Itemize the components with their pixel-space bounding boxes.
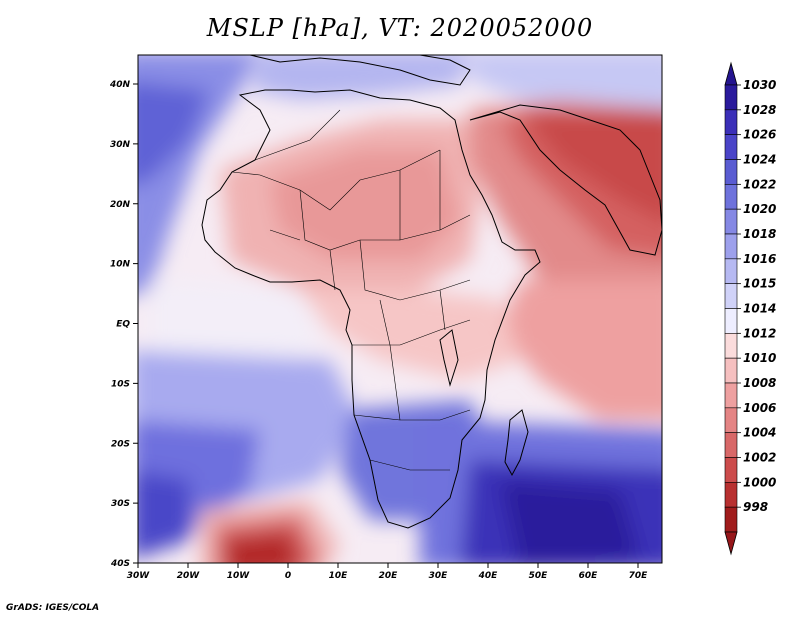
colorbar-arrow-top — [724, 61, 738, 86]
colorbar-label: 1010 — [743, 351, 776, 365]
map-title: MSLP [hPa], VT: 2020052000 — [206, 14, 594, 42]
colorbar-label: 1006 — [743, 401, 776, 415]
colorbar-swatch — [724, 184, 738, 210]
colorbar-swatch — [724, 482, 738, 508]
colorbar-label: 1015 — [743, 277, 776, 291]
colorbar-swatch — [724, 134, 738, 160]
lat-tick-label: 30S — [111, 499, 130, 509]
lon-tick-label: 60E — [579, 571, 599, 581]
lon-tick-label: 30E — [429, 571, 449, 581]
colorbar-label: 1026 — [743, 128, 776, 142]
colorbar-swatch — [724, 457, 738, 483]
colorbar-label: 1022 — [743, 177, 776, 191]
lat-tick-label: 40N — [109, 80, 131, 90]
colorbar-label: 1020 — [743, 202, 776, 216]
lat-tick-label: 20N — [110, 200, 131, 210]
colorbar-label: 1014 — [743, 302, 776, 316]
lat-tick-label: 10N — [110, 260, 131, 270]
colorbar-label: 1004 — [743, 426, 776, 440]
colorbar-label: 1012 — [743, 326, 776, 340]
colorbar-swatch — [724, 109, 738, 135]
lat-tick-label: 20S — [111, 439, 130, 449]
lon-tick-label: 20E — [379, 571, 399, 581]
lat-tick-label: 30N — [110, 140, 131, 150]
lon-tick-label: 70E — [629, 571, 649, 581]
colorbar-swatch — [724, 208, 738, 235]
colorbar-swatch — [724, 357, 738, 384]
colorbar: 1030 1028 1026 1024 1022 1020 1018 1016 1015 1014… — [724, 61, 776, 556]
colorbar-swatch — [724, 159, 738, 185]
colorbar-label: 998 — [743, 500, 768, 514]
colorbar-swatch — [724, 258, 738, 284]
colorbar-swatch — [724, 283, 738, 309]
colorbar-swatch — [724, 84, 738, 111]
latitude-axis: 40N 30N 20N 10N EQ 10S 20S 30S 40S — [109, 80, 138, 569]
colorbar-label: 1002 — [743, 451, 776, 465]
lon-tick-label: 10W — [227, 571, 251, 581]
colorbar-label: 1008 — [743, 376, 776, 390]
lon-tick-label: 50E — [529, 571, 549, 581]
colorbar-swatch — [724, 407, 738, 433]
colorbar-swatch — [724, 382, 738, 409]
plot-frame — [137, 54, 663, 564]
colorbar-swatch — [724, 506, 738, 533]
coastlines — [201, 55, 662, 529]
country-borders — [231, 109, 471, 471]
colorbar-swatch — [724, 233, 738, 260]
lat-tick-label: 10S — [111, 379, 130, 389]
lon-tick-label: 10E — [329, 571, 349, 581]
lat-tick-label: 40S — [110, 559, 130, 569]
colorbar-arrow-bottom — [724, 531, 738, 556]
colorbar-label: 1018 — [743, 227, 776, 241]
colorbar-swatch — [724, 333, 738, 359]
lon-tick-label: 40E — [478, 571, 499, 581]
colorbar-label: 1030 — [743, 78, 776, 92]
colorbar-swatch — [724, 308, 738, 334]
colorbar-label: 1028 — [743, 103, 776, 117]
colorbar-label: 1000 — [743, 475, 776, 489]
pressure-field — [138, 55, 662, 563]
lon-tick-label: 30W — [127, 571, 151, 581]
credit-text: GrADS: IGES/COLA — [6, 603, 100, 613]
colorbar-swatch — [724, 432, 738, 458]
lon-tick-label: 20W — [177, 571, 201, 581]
lon-tick-label: 0 — [285, 571, 291, 581]
lat-tick-label: EQ — [116, 320, 130, 330]
longitude-axis: 30W 20W 10W 0 10E 20E 30E 40E 50E 60E 70E — [127, 563, 648, 581]
colorbar-label: 1016 — [743, 252, 776, 266]
colorbar-label: 1024 — [743, 153, 776, 167]
